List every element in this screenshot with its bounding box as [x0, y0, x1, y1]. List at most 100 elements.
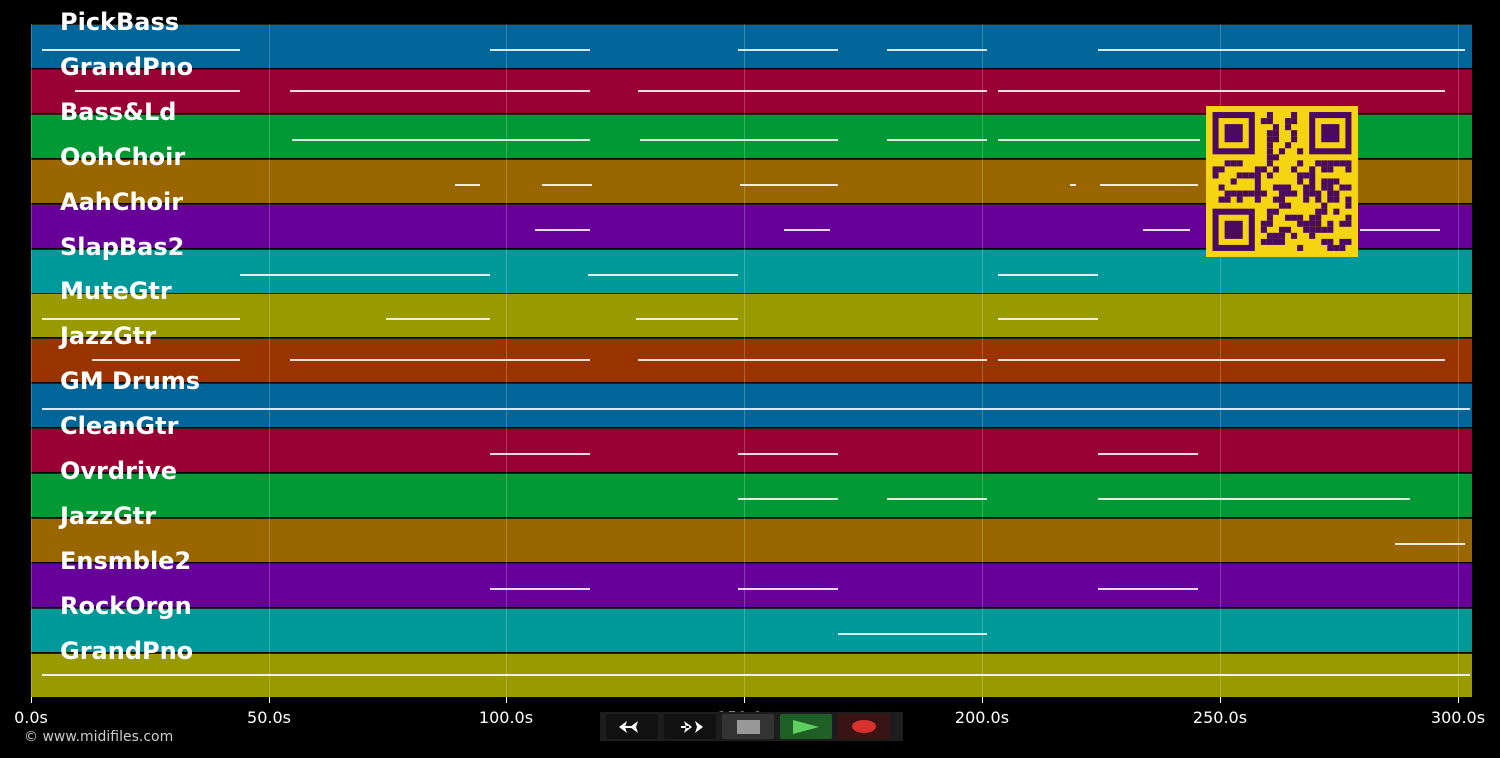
- note-bar: [998, 273, 1098, 276]
- note-bar: [887, 138, 987, 141]
- axis-tick-label: 0.0s: [14, 708, 48, 727]
- play-icon: [793, 719, 819, 734]
- note-bar: [42, 49, 240, 51]
- track-label: PickBass: [60, 8, 180, 36]
- note-bar: [42, 673, 1470, 676]
- note-bar: [292, 138, 590, 141]
- track-label: OohChoir: [60, 142, 186, 171]
- qr-code[interactable]: [1206, 106, 1358, 257]
- rewind-icon: [619, 720, 638, 733]
- note-bar: [738, 49, 838, 51]
- note-bar: [1143, 228, 1190, 231]
- track-lane[interactable]: [31, 607, 1472, 652]
- track-label: RockOrgn: [60, 591, 192, 620]
- axis-tick: [269, 697, 270, 703]
- axis-tick-label: 300.0s: [1430, 708, 1486, 727]
- track-label: GrandPno: [60, 52, 194, 81]
- fast-forward-button[interactable]: [664, 714, 716, 739]
- track-label: CleanGtr: [60, 412, 179, 441]
- stop-icon: [736, 719, 760, 734]
- track-lane[interactable]: [31, 473, 1472, 517]
- transport-controls: [600, 712, 903, 741]
- note-bar: [887, 498, 987, 500]
- track-label: Bass&Ld: [60, 97, 177, 126]
- stop-button[interactable]: [722, 714, 774, 739]
- track-label: GM Drums: [60, 367, 201, 396]
- note-bar: [638, 359, 987, 362]
- gridline: [269, 24, 270, 697]
- gridline: [31, 24, 32, 697]
- track-lane[interactable]: [31, 428, 1472, 473]
- gridline: [506, 24, 507, 697]
- note-bar: [640, 138, 838, 141]
- track-label: MuteGtr: [60, 277, 172, 306]
- note-bar: [290, 359, 590, 362]
- record-icon: [852, 720, 876, 733]
- note-bar: [535, 228, 590, 231]
- note-bar: [290, 89, 590, 92]
- note-bar: [738, 587, 838, 590]
- fast-forward-icon: [681, 720, 703, 733]
- track-lane[interactable]: [31, 293, 1472, 338]
- axis-tick: [506, 697, 507, 703]
- note-bar: [1098, 453, 1198, 456]
- note-bar: [887, 49, 987, 51]
- note-bar: [42, 408, 1470, 411]
- track-lane[interactable]: [31, 562, 1472, 607]
- note-bar: [1098, 587, 1198, 590]
- gridline: [1458, 24, 1459, 697]
- note-bar: [738, 498, 838, 500]
- note-bar: [490, 587, 590, 590]
- track-label: JazzGtr: [60, 501, 157, 530]
- note-bar: [838, 632, 987, 635]
- note-bar: [455, 183, 480, 186]
- record-button[interactable]: [838, 714, 890, 739]
- note-bar: [1070, 183, 1076, 186]
- note-bar: [240, 273, 490, 276]
- track-label: JazzGtr: [60, 322, 157, 351]
- note-bar: [738, 453, 838, 456]
- axis-tick-label: 100.0s: [478, 708, 534, 727]
- track-label: SlapBas2: [60, 232, 185, 261]
- note-bar: [1098, 49, 1465, 51]
- note-bar: [638, 89, 987, 92]
- note-bar: [42, 318, 240, 321]
- axis-tick: [982, 697, 983, 703]
- note-bar: [998, 89, 1445, 92]
- track-lane[interactable]: [31, 517, 1472, 562]
- gridline: [982, 24, 983, 697]
- note-bar: [490, 49, 590, 51]
- rewind-button[interactable]: [606, 714, 658, 739]
- note-bar: [1100, 183, 1198, 186]
- note-bar: [1098, 498, 1410, 500]
- gridline: [1220, 24, 1221, 697]
- track-label: GrandPno: [60, 636, 194, 665]
- axis-tick-label: 250.0s: [1192, 708, 1248, 727]
- track-lane[interactable]: [31, 383, 1472, 428]
- note-bar: [998, 359, 1445, 362]
- note-bar: [490, 453, 590, 456]
- gridline: [744, 24, 745, 697]
- track-lane[interactable]: [31, 24, 1472, 68]
- note-bar: [542, 183, 592, 186]
- track-lane[interactable]: [31, 338, 1472, 383]
- axis-tick: [744, 697, 745, 703]
- track-lane[interactable]: [31, 652, 1472, 697]
- qr-code-icon: [1212, 112, 1352, 251]
- track-label: Ovrdrive: [60, 457, 178, 485]
- note-bar: [75, 89, 240, 92]
- note-bar: [1395, 542, 1465, 545]
- note-bar: [92, 359, 240, 362]
- axis-tick: [31, 697, 32, 703]
- note-bar: [998, 138, 1200, 141]
- axis-tick: [1458, 697, 1459, 703]
- axis-tick: [1220, 697, 1221, 703]
- play-button[interactable]: [780, 714, 832, 739]
- note-bar: [998, 318, 1098, 321]
- track-label: AahChoir: [60, 187, 184, 216]
- axis-tick-label: 200.0s: [954, 708, 1010, 727]
- note-bar: [636, 318, 738, 321]
- note-bar: [386, 318, 490, 321]
- track-lane[interactable]: [31, 68, 1472, 113]
- copyright-text: © www.midifiles.com: [24, 729, 174, 745]
